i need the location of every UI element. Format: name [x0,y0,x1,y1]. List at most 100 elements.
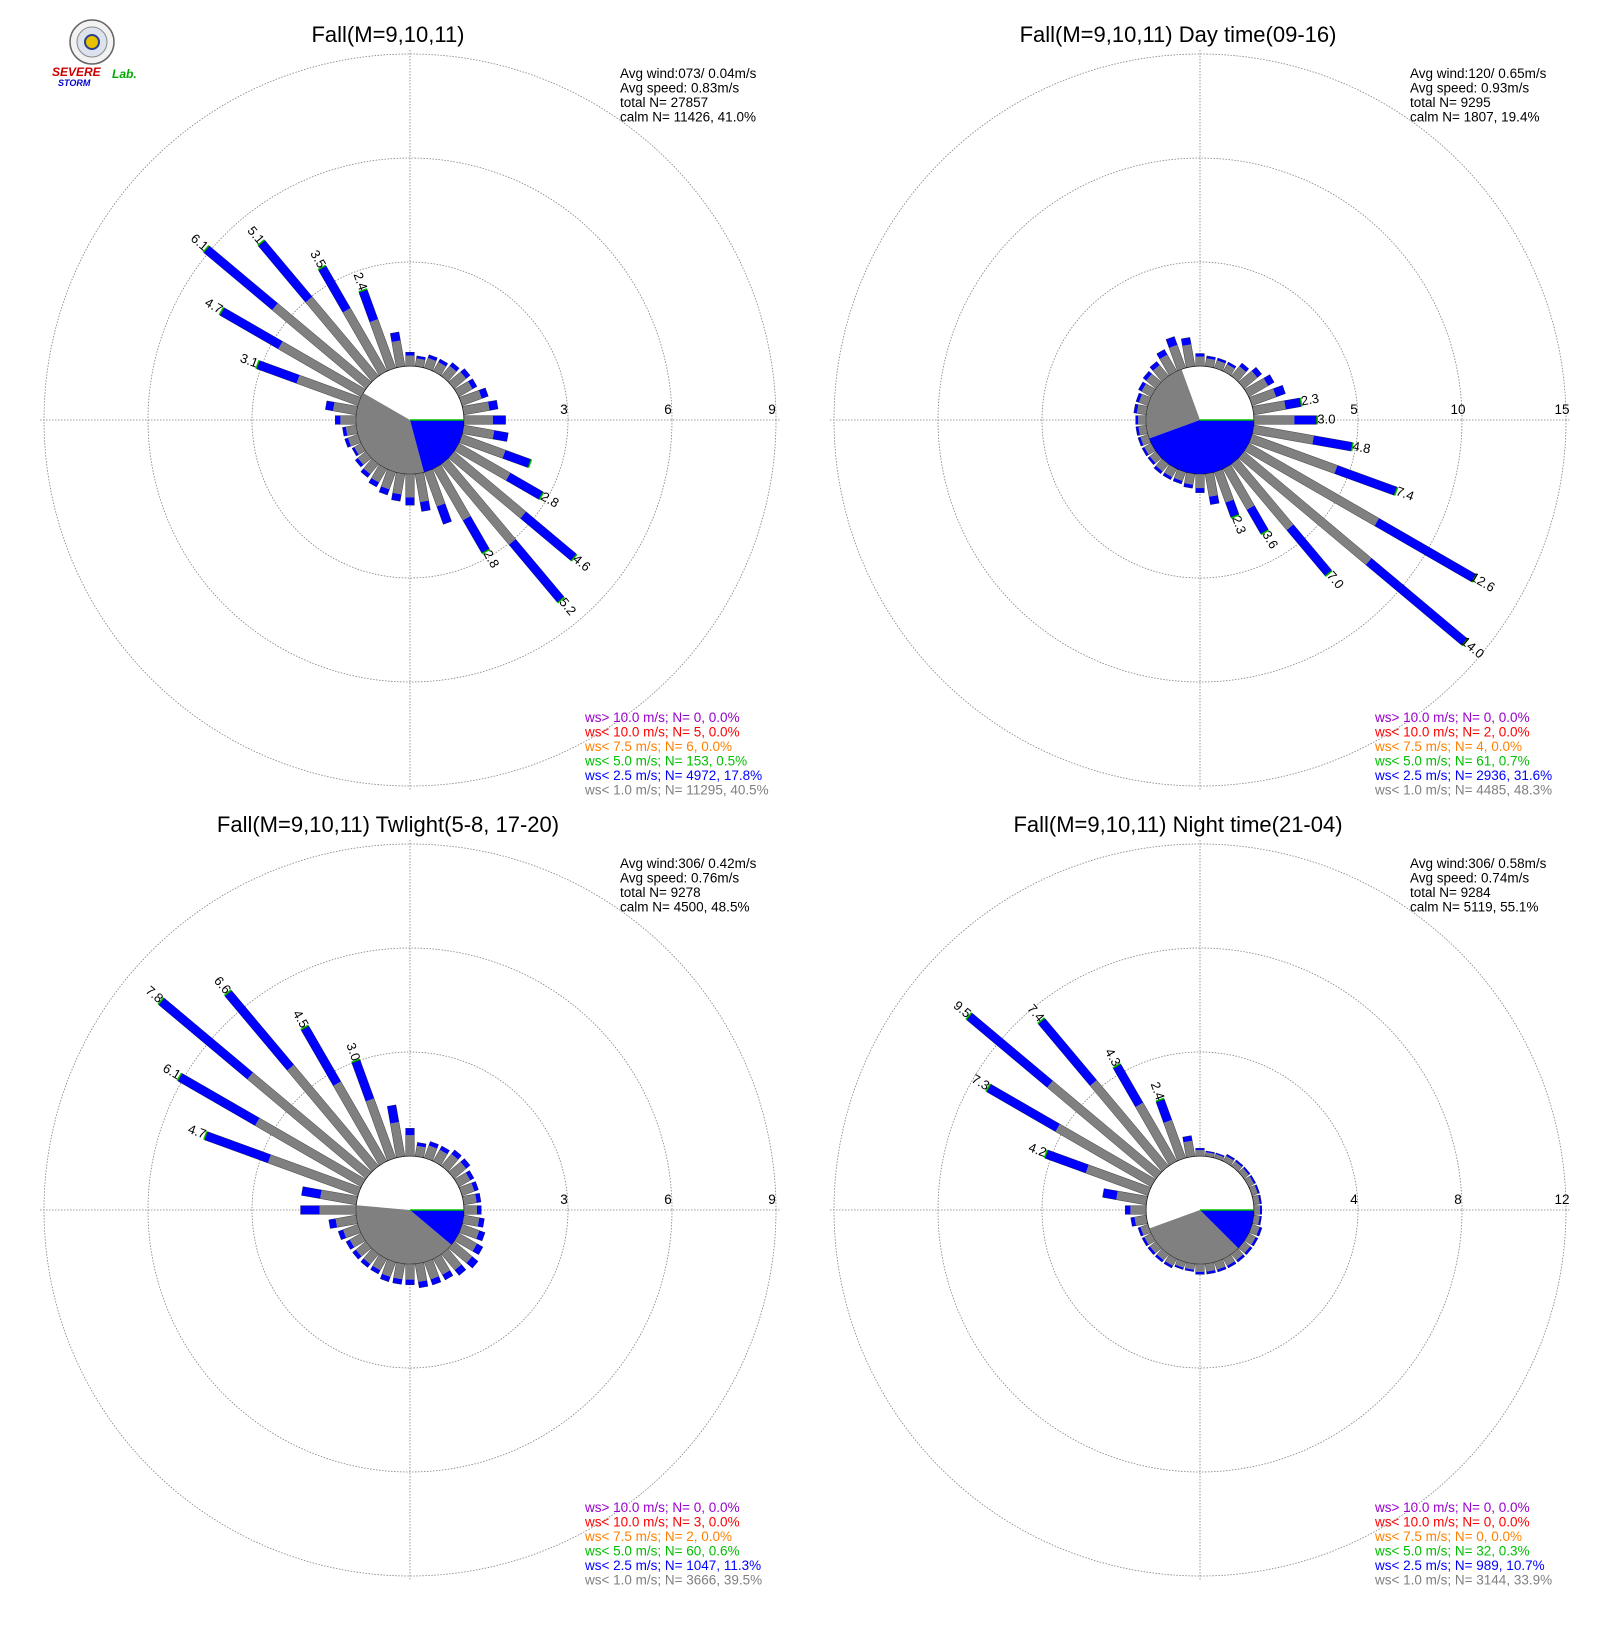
bar-segment-lt25 [1225,499,1239,518]
bar-outline [454,442,544,500]
bar-segment-lt1 [357,451,372,465]
bar-outline [1102,1188,1148,1206]
bar-segment-lt5 [317,264,327,271]
bar-segment-lt1 [1184,472,1195,485]
info-line: total N= 9284 [1410,885,1491,900]
calm-sector-blue [1200,1210,1254,1249]
bar-segment-lt25 [1258,1194,1262,1204]
bar-segment-lt25 [1045,1150,1089,1174]
bar-outline [1174,1259,1186,1270]
bar-dir-0 [1195,1148,1205,1157]
bar-dir-80 [462,1193,482,1206]
bar-segment-lt25 [1273,385,1286,397]
bar-segment-lt1 [1146,373,1162,389]
bar-dir-280 [325,400,358,416]
bar-segment-lt25 [1156,1099,1172,1123]
calm-sector-gray [356,393,424,475]
bar-segment-lt1 [381,469,396,490]
bar-value-label: 2.3 [1300,391,1320,409]
bar-segment-lt25 [1284,397,1302,410]
bar-dir-270 [1125,1205,1147,1215]
bar-outline [1222,464,1269,535]
info-line: calm N= 11426, 41.0% [620,110,756,125]
bar-segment-lt1 [464,1205,477,1215]
bar-segment-lt25 [1162,472,1173,480]
bar-outline [1204,1150,1215,1158]
bar-dir-70 [1249,385,1286,406]
bar-outline [345,1232,366,1250]
bar-segment-lt1 [1231,1161,1242,1172]
bar-segment-lt1 [1185,1262,1195,1270]
bar-segment-lt5 [1260,529,1270,536]
bar-segment-lt1 [1205,358,1216,368]
bar-segment-lt25 [1137,1227,1144,1237]
bar-outline [1249,434,1398,496]
bar-dir-60 [454,378,478,398]
bar-segment-lt25 [1251,367,1262,378]
bar-outline [405,1128,415,1157]
bar-segment-lt25 [1312,435,1353,452]
bar-dir-220 [360,458,379,478]
bar-segment-lt1 [320,1189,358,1205]
bar-outline [318,265,388,376]
bar-dir-20 [1214,1152,1225,1161]
bar-segment-lt25 [1166,336,1178,348]
info-line: Avg wind:073/ 0.04m/s [620,66,757,81]
bar-segment-lt25 [1130,1217,1137,1227]
info-line: Avg speed: 0.76m/s [620,871,739,886]
bar-dir-350 [387,1104,406,1158]
bar-dir-40 [441,1149,462,1172]
bar-segment-lt1 [1169,344,1186,371]
bar-outline [351,1059,396,1161]
bar-dir-150 [1222,464,1270,536]
bar-outline [1244,442,1477,583]
bar-outline [454,378,478,398]
bar-dir-280 [1102,1188,1148,1206]
bar-outline [1252,1194,1262,1206]
bar-segment-lt25 [391,492,402,502]
bar-dir-80 [1252,1194,1262,1206]
bar-segment-lt25 [1254,1184,1260,1194]
bar-segment-lt5 [538,491,545,501]
bar-segment-lt25 [1195,353,1205,357]
bar-dir-140 [441,1248,467,1276]
bar-dir-60 [1244,374,1275,398]
bar-dir-180 [1195,473,1205,493]
bar-segment-lt1 [1254,415,1295,425]
bar-segment-lt1 [1195,1264,1205,1272]
legend-entry: ws< 2.5 m/s; N= 4972, 17.8% [584,768,762,783]
bar-segment-lt1 [454,1172,471,1187]
bar-segment-lt1 [433,464,471,521]
bar-dir-100 [1252,1214,1262,1226]
bar-segment-lt1 [1155,458,1169,472]
bar-outline [301,1186,358,1206]
bar-segment-lt5 [300,1024,309,1031]
panel-title: Fall(M=9,10,11) Day time(09-16) [1020,22,1337,47]
bar-dir-100 [462,424,509,442]
bar-segment-lt5 [1350,442,1354,452]
bar-outline [368,464,388,488]
info-line: calm N= 5119, 55.1% [1410,900,1538,915]
bar-segment-lt1 [1152,365,1169,382]
bar-segment-lt25 [478,387,489,399]
ring-tick-label: 8 [1454,1192,1462,1207]
bar-dir-210 [370,1254,388,1275]
bar-dir-260 [342,424,358,437]
logo-storm-text: STORM [58,78,91,88]
bar-segment-lt1 [1149,451,1162,464]
bar-outline [1172,469,1186,485]
bar-segment-lt25 [405,1279,415,1285]
bar-outline [1183,472,1196,489]
bar-segment-lt1 [1195,474,1205,489]
bar-outline [432,1145,450,1166]
bar-dir-290 [1043,1149,1151,1196]
bar-dir-200 [378,469,396,496]
bar-outline [1244,374,1275,398]
bar-outline [1195,1263,1205,1275]
bar-segment-lt25 [1374,518,1476,582]
bar-segment-lt1 [255,1118,366,1187]
legend-entry: ws< 10.0 m/s; N= 0, 0.0% [1374,1515,1530,1530]
bar-dir-60 [454,1170,475,1188]
bar-dir-150 [432,1254,454,1281]
bar-dir-340 [358,288,396,371]
